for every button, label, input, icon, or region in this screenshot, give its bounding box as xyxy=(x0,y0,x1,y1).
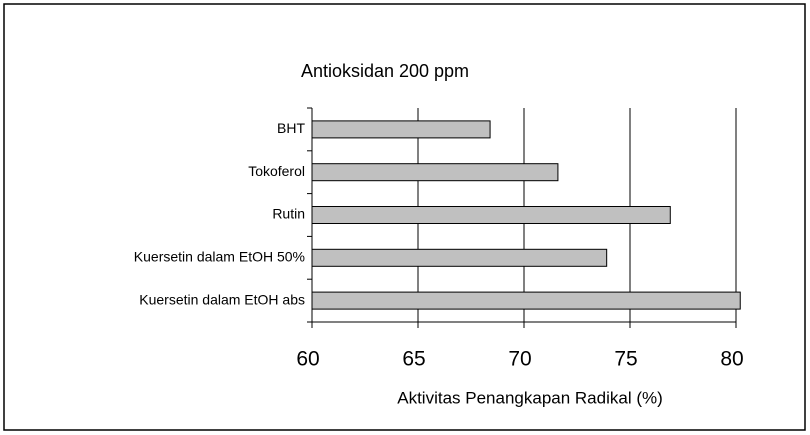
chart-title: Antioksidan 200 ppm xyxy=(301,61,469,81)
x-axis-label: Aktivitas Penangkapan Radikal (%) xyxy=(397,388,663,407)
bar xyxy=(311,206,671,224)
bar xyxy=(311,163,559,182)
y-tick-label: Rutin xyxy=(272,206,305,222)
y-tick-label: Kuersetin dalam EtOH 50% xyxy=(134,249,305,265)
bar xyxy=(311,291,741,310)
x-tick-label: 65 xyxy=(402,348,425,371)
x-tick-label: 60 xyxy=(296,348,319,371)
bar xyxy=(311,120,491,139)
y-tick-label: Tokoferol xyxy=(248,163,305,179)
y-tick-label: BHT xyxy=(277,120,305,136)
x-tick-label: 80 xyxy=(720,348,743,371)
bar xyxy=(311,248,608,267)
x-tick-label: 75 xyxy=(614,348,637,371)
x-tick-label: 70 xyxy=(508,348,531,371)
y-tick-label: Kuersetin dalam EtOH abs xyxy=(139,291,305,307)
